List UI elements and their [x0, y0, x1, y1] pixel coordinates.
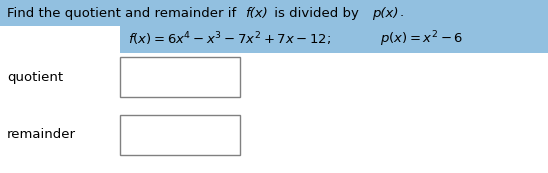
Bar	[0, 0, 548, 26]
Text: .: .	[400, 7, 404, 20]
Text: $\mathit{p}(x) = x^2 - 6$: $\mathit{p}(x) = x^2 - 6$	[380, 30, 463, 49]
Bar	[120, 26, 548, 53]
Bar	[120, 115, 240, 155]
Text: p(x): p(x)	[372, 7, 398, 20]
Text: f(x): f(x)	[245, 7, 268, 20]
Text: $\mathit{f}(x) = 6x^4 - x^3 - 7x^2 + 7x - 12;$: $\mathit{f}(x) = 6x^4 - x^3 - 7x^2 + 7x …	[128, 31, 331, 48]
Text: Find the quotient and remainder if: Find the quotient and remainder if	[7, 7, 241, 20]
Text: quotient: quotient	[7, 71, 63, 84]
Text: remainder: remainder	[7, 129, 76, 142]
Bar	[120, 57, 240, 97]
Text: is divided by: is divided by	[270, 7, 363, 20]
